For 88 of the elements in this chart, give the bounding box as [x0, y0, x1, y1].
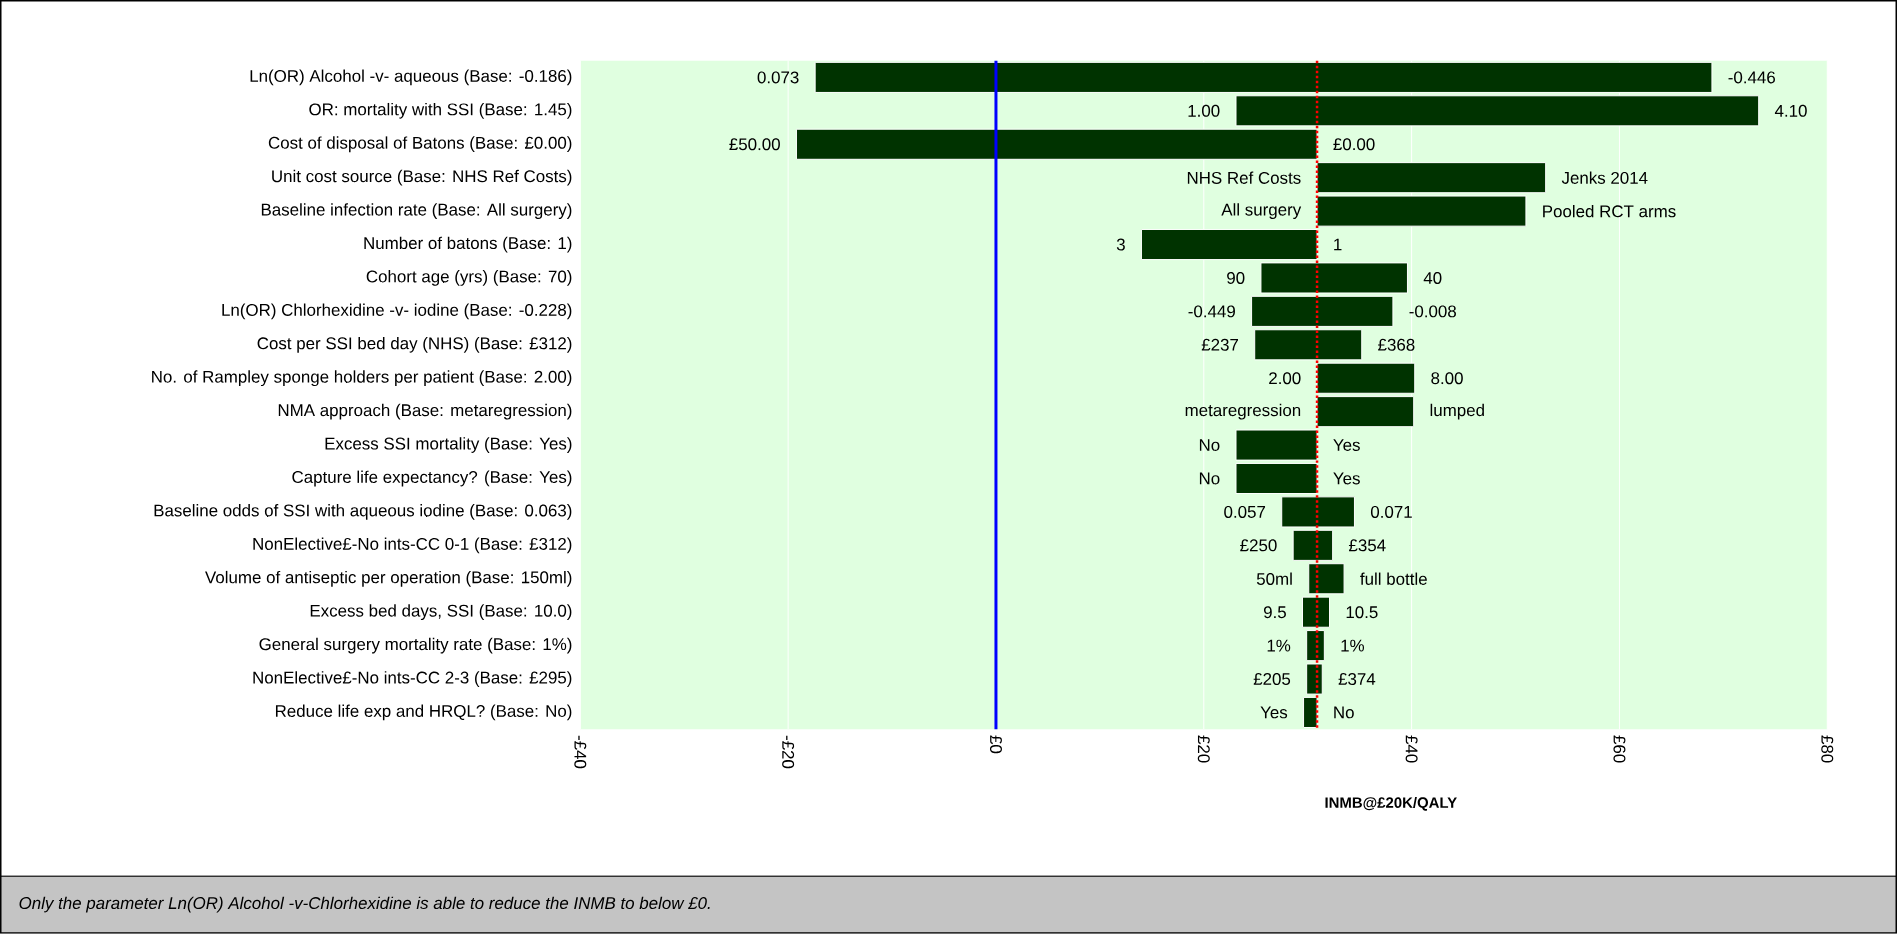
bar: [1303, 697, 1318, 729]
bar: [1260, 262, 1408, 294]
bar: [795, 128, 1318, 160]
x-tick-label: £40: [1405, 735, 1418, 763]
bar: [1251, 295, 1394, 328]
y-tick-label: Volume of antiseptic per operation (Base: 150ml): [205, 571, 572, 587]
annotation: Jenks 2014: [1561, 171, 1648, 185]
annotation: -0.446: [1728, 71, 1775, 84]
x-tick-label: £60: [1613, 735, 1626, 763]
annotation: Pooled RCT arms: [1543, 205, 1676, 218]
bar: [1316, 362, 1416, 394]
x-tick-label: £0: [989, 735, 1002, 754]
annotation: 4.10: [1774, 104, 1807, 117]
y-tick-label: Excess SSI mortality (Base: Yes): [325, 437, 572, 454]
annotation: 1%: [1267, 639, 1291, 652]
bar: [1306, 630, 1325, 662]
x-axis-title: INMB@£20K/QALY: [1325, 797, 1457, 811]
y-tick-label: Number of batons (Base: 1): [364, 236, 572, 253]
bar: [1281, 496, 1355, 528]
y-tick-label: Ln(OR) Alcohol -v- aqueous (Base: -0.186): [250, 69, 572, 86]
annotation: 90: [1227, 272, 1245, 285]
annotation: £0.00: [1333, 138, 1375, 151]
annotation: lumped: [1430, 403, 1484, 420]
annotation: £205: [1253, 673, 1291, 686]
bar: [1308, 563, 1345, 595]
y-tick-label: NonElective£-No ints-CC 2-3 (Base: £295): [253, 671, 572, 688]
annotation: 0.071: [1370, 506, 1412, 519]
bar: [1235, 429, 1318, 461]
annotation: -0.008: [1409, 305, 1456, 318]
y-tick-label: Capture life expectancy? (Base: Yes): [292, 470, 572, 487]
annotation: 1.00: [1188, 104, 1220, 117]
text: Only the parameter Ln(OR) Alcohol -v-Chlorhexidine is able to reduce the INMB to below £0.: [19, 896, 710, 913]
bar: [1316, 396, 1415, 428]
annotation: 9.5: [1263, 606, 1286, 619]
bar: [1302, 596, 1331, 628]
y-tick-label: Cost per SSI bed day (NHS) (Base: £312): [257, 337, 572, 353]
annotation: 1: [1334, 238, 1342, 251]
annotation: 0.057: [1224, 506, 1266, 519]
annotation: £250: [1240, 539, 1277, 552]
annotation: -0.449: [1188, 305, 1235, 318]
annotation: NHS Ref Costs: [1187, 171, 1301, 185]
annotation: Yes: [1333, 472, 1360, 485]
y-tick-label: Cohort age (yrs) (Base: 70): [366, 270, 572, 286]
annotation: Yes: [1333, 439, 1360, 452]
y-tick-label: Unit cost source (Base: NHS Ref Costs): [272, 169, 572, 186]
y-tick-label: Cost of disposal of Batons (Base: £0.00): [268, 136, 572, 153]
annotation: No: [1334, 706, 1354, 719]
y-tick-label: No. of Rampley sponge holders per patient (Base: 2.00): [152, 370, 572, 387]
bar: [1292, 529, 1334, 562]
x-tick-label: -£40: [574, 735, 587, 769]
annotation: metaregression: [1185, 403, 1301, 420]
annotation: 2.00: [1269, 372, 1301, 385]
y-tick-label: OR: mortality with SSI (Base: 1.45): [309, 103, 572, 119]
y-tick-label: Baseline infection rate (Base: All surgery): [261, 203, 572, 220]
x-tick-label: -£20: [782, 735, 795, 769]
annotation: No: [1199, 439, 1220, 452]
annotation: Yes: [1260, 706, 1288, 719]
bar: [1306, 663, 1323, 695]
annotation: £374: [1338, 673, 1376, 686]
y-tick-label: Baseline odds of SSI with aqueous iodine (Base: 0.063): [154, 504, 572, 520]
y-tick-label: Excess bed days, SSI (Base: 10.0): [310, 604, 572, 621]
annotation: 0.073: [757, 71, 799, 84]
bar: [1235, 463, 1318, 495]
annotation: 3: [1116, 238, 1125, 251]
annotation: £354: [1348, 539, 1386, 552]
y-tick-label: General surgery mortality rate (Base: 1%): [259, 637, 572, 654]
annotation: 50ml: [1256, 572, 1292, 586]
annotation: £50.00: [729, 138, 780, 151]
y-tick-label: Reduce life exp and HRQL? (Base: No): [275, 704, 572, 721]
bar: [1235, 95, 1760, 127]
annotation: No: [1199, 472, 1220, 485]
annotation: 40: [1423, 272, 1442, 285]
annotation: 1%: [1341, 639, 1365, 652]
x-tick-label: £80: [1821, 735, 1834, 763]
bar: [1316, 195, 1527, 227]
bar: [1316, 162, 1547, 194]
bar: [1254, 329, 1363, 361]
annotation: 8.00: [1431, 372, 1463, 385]
annotation: All surgery: [1221, 203, 1302, 220]
y-tick-label: NonElective£-No ints-CC 0-1 (Base: £312): [253, 537, 572, 554]
y-tick-label: NMA approach (Base: metaregression): [278, 403, 572, 420]
y-tick-label: Ln(OR) Chlorhexidine -v- iodine (Base: -0.228): [222, 303, 572, 320]
annotation: 10.5: [1346, 606, 1378, 619]
bar: [1140, 229, 1318, 261]
annotation: full bottle: [1360, 572, 1427, 586]
annotation: £368: [1378, 338, 1415, 351]
x-tick-label: £20: [1197, 735, 1210, 763]
annotation: £237: [1201, 338, 1239, 351]
